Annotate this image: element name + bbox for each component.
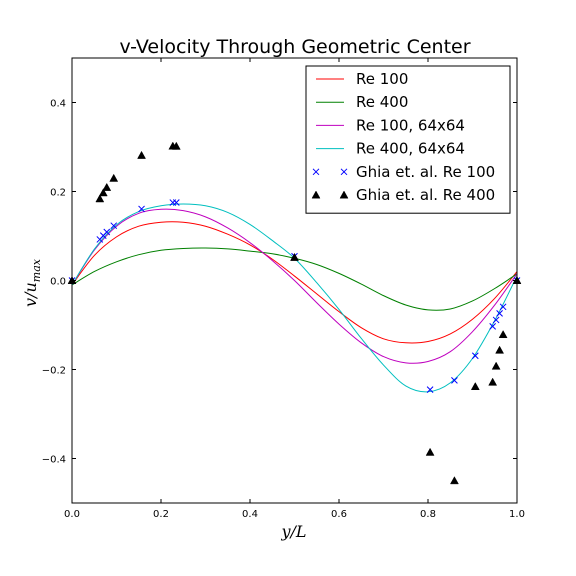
data-point-ghia-et-al-re-400 xyxy=(498,330,508,339)
legend-label-re-400: Re 400 xyxy=(356,93,408,111)
data-point-ghia-et-al-re-100 xyxy=(103,228,111,236)
x-tick-label: 0.0 xyxy=(64,509,80,520)
series-line-re-100 xyxy=(71,221,518,344)
data-point-ghia-et-al-re-100 xyxy=(492,316,500,324)
data-point-ghia-et-al-re-400 xyxy=(137,150,146,159)
data-point-ghia-et-al-re-100 xyxy=(451,377,458,384)
x-tick-label: 1.0 xyxy=(509,509,525,520)
legend-label-re-100-64x64: Re 100, 64x64 xyxy=(356,116,465,134)
y-tick-label: 0.0 xyxy=(50,277,66,288)
data-point-ghia-et-al-re-400 xyxy=(109,173,119,182)
legend-label-ghia-et-al-re-400: Ghia et. al. Re 400 xyxy=(356,186,495,204)
data-point-ghia-et-al-re-100 xyxy=(426,386,434,394)
legend-swatch-ghia-et-al-re-100 xyxy=(340,168,348,176)
data-point-ghia-et-al-re-400 xyxy=(488,377,498,386)
x-tick-label: 0.2 xyxy=(153,509,169,520)
y-tick-label: −0.4 xyxy=(42,455,66,466)
x-axis: 0.0 0.2 0.4 0.6 0.8 1.0 xyxy=(64,58,525,520)
legend-swatch-ghia-et-al-re-400 xyxy=(311,190,321,199)
x-axis-label: y/L xyxy=(280,522,306,541)
y-tick-label: 0.4 xyxy=(50,99,66,110)
x-tick-label: 0.4 xyxy=(242,509,258,520)
legend-label-re-400-64x64: Re 400, 64x64 xyxy=(356,140,465,158)
y-axis-label: v/umax xyxy=(21,258,43,307)
legend-swatch-ghia-et-al-re-400 xyxy=(339,190,349,199)
y-tick-label: 0.2 xyxy=(50,188,66,199)
legend: Re 100 Re 400 Re 100, 64x64 Re 400, 64x64 Gh… xyxy=(305,65,511,214)
data-point-ghia-et-al-re-100 xyxy=(471,352,479,360)
x-tick-label: 0.6 xyxy=(331,509,347,520)
data-point-ghia-et-al-re-400 xyxy=(102,182,112,191)
data-point-ghia-et-al-re-400 xyxy=(491,361,501,370)
data-point-ghia-et-al-re-100 xyxy=(496,310,503,317)
data-point-ghia-et-al-re-400 xyxy=(171,141,181,150)
data-point-ghia-et-al-re-400 xyxy=(470,382,480,390)
data-point-ghia-et-al-re-100 xyxy=(489,323,497,330)
series-line-re-100-64x64 xyxy=(71,208,518,364)
legend-label-ghia-et-al-re-100: Ghia et. al. Re 100 xyxy=(356,163,495,181)
data-point-ghia-et-al-re-400 xyxy=(495,345,505,354)
data-point-ghia-et-al-re-400 xyxy=(95,194,105,203)
data-point-ghia-et-al-re-100 xyxy=(172,199,180,206)
data-point-ghia-et-al-re-400 xyxy=(290,252,299,261)
data-point-ghia-et-al-re-400 xyxy=(450,476,459,485)
legend-label-re-100: Re 100 xyxy=(356,70,408,88)
legend-box xyxy=(305,65,511,214)
data-point-ghia-et-al-re-100 xyxy=(110,222,118,230)
chart-title: v-Velocity Through Geometric Center xyxy=(119,36,470,58)
data-point-ghia-et-al-re-100 xyxy=(138,205,145,213)
data-point-ghia-et-al-re-100 xyxy=(499,303,507,311)
data-point-ghia-et-al-re-400 xyxy=(425,447,435,456)
legend-swatch-ghia-et-al-re-100 xyxy=(312,168,320,176)
y-axis: −0.4 −0.2 0.0 0.2 0.4 xyxy=(42,99,517,466)
data-point-ghia-et-al-re-400 xyxy=(98,188,108,197)
y-tick-label: −0.2 xyxy=(42,366,66,377)
series-markers xyxy=(67,141,522,485)
x-tick-label: 0.8 xyxy=(420,509,436,520)
